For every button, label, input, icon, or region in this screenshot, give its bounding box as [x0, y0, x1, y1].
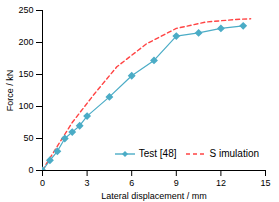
- svg-text:Force / kN: Force / kN: [5, 70, 15, 112]
- html-text:S imulation: S imulation: [209, 148, 259, 159]
- svg-text:100: 100: [18, 101, 33, 111]
- svg-text:9: 9: [174, 178, 179, 188]
- svg-text:15: 15: [260, 178, 270, 188]
- svg-text:6: 6: [129, 178, 134, 188]
- svg-text:0: 0: [28, 165, 33, 175]
- svg-text:12: 12: [216, 178, 226, 188]
- svg-text:150: 150: [18, 69, 33, 79]
- svg-text:50: 50: [23, 133, 33, 143]
- html-text:Test [48]: Test [48]: [138, 148, 177, 159]
- svg-text:200: 200: [18, 37, 33, 47]
- svg-text:250: 250: [18, 5, 33, 15]
- svg-text:Lateral displacement / mm: Lateral displacement / mm: [101, 191, 207, 201]
- svg-text:0: 0: [40, 178, 45, 188]
- svg-text:3: 3: [85, 178, 90, 188]
